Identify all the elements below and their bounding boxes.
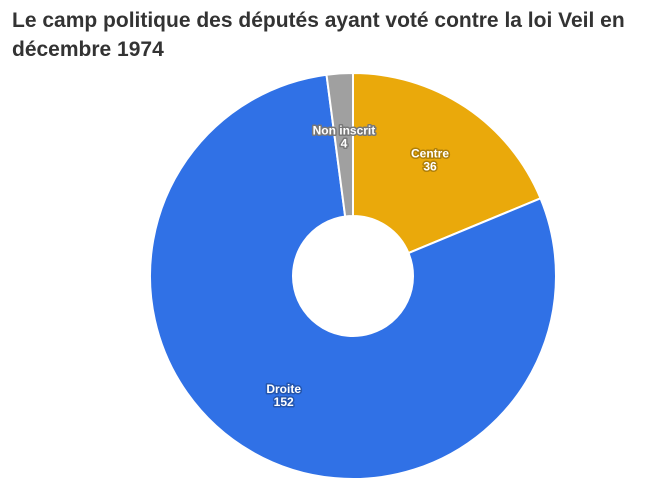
slice-label-name: Non inscrit — [313, 124, 376, 138]
slice-label-value: 152 — [274, 395, 294, 409]
slice-label-value: 4 — [341, 137, 348, 151]
slice-droite[interactable] — [149, 73, 557, 480]
slice-label-centre: Centre 36 — [411, 147, 449, 174]
slice-centre[interactable] — [352, 71, 542, 255]
slice-label-value: 36 — [423, 160, 437, 174]
slice-label-name: Droite — [266, 382, 301, 396]
chart-title: Le camp politique des députés ayant voté… — [12, 9, 625, 61]
labels-group: Centre 36 Droite 152 Non inscrit 4 — [265, 122, 451, 410]
slices-group — [149, 71, 557, 480]
slice-label-droite: Droite 152 — [266, 382, 301, 409]
slice-label-non-inscrit: Non inscrit 4 — [313, 124, 376, 151]
slice-label-name: Centre — [411, 147, 449, 161]
slice-non-inscrit[interactable] — [325, 71, 354, 218]
